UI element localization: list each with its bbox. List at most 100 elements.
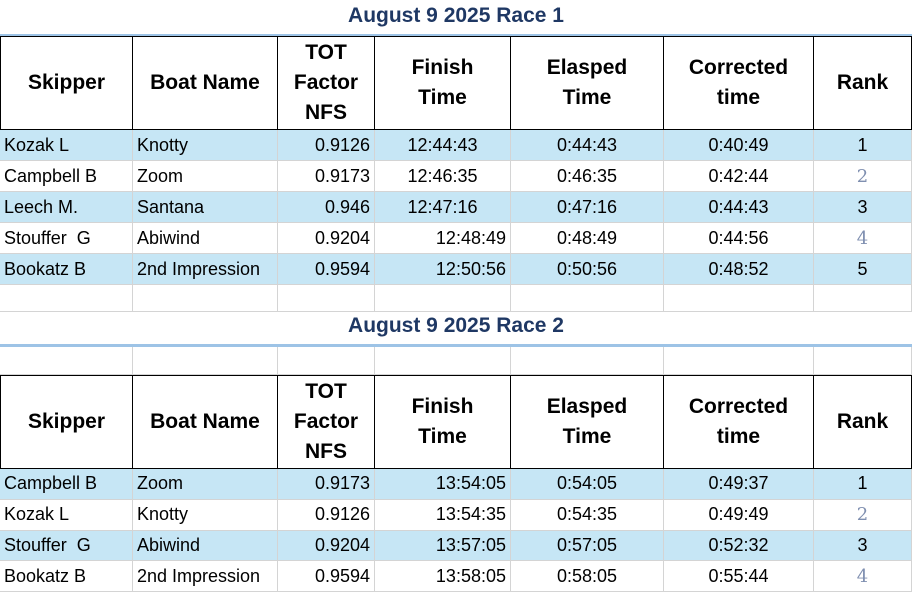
tot-factor: 0.9204 [278,223,375,254]
empty-cell [664,284,814,312]
elapsed-time: 0:46:35 [511,161,664,192]
header-line: Elasped [546,56,628,79]
rank: 1 [814,469,912,500]
empty-cell [0,284,133,312]
skipper: Bookatz B [0,254,133,285]
corrected-time: 0:49:37 [664,469,814,500]
finish-time: 13:57:05 [375,530,511,562]
tot-factor: 0.946 [278,192,375,223]
corrected-time: 0:52:32 [664,530,814,562]
finish-time: 12:50:56 [375,254,511,285]
finish-time: 13:54:05 [375,469,511,500]
corrected-time: 0:42:44 [664,161,814,192]
empty-cell [511,284,664,312]
corrected-time: 0:49:49 [664,499,814,531]
column-header: Elasped Time [511,375,664,469]
skipper: Kozak L [0,130,133,161]
elapsed-time: 0:47:16 [511,192,664,223]
column-header: Corrected time [664,36,814,130]
header-line: time [716,425,761,448]
column-header: Elasped Time [511,36,664,130]
finish-time: 13:58:05 [375,561,511,592]
boat-name: Abiwind [133,530,278,562]
header-line: Boat Name [150,71,260,94]
finish-time: 12:48:49 [375,223,511,254]
corrected-time: 0:55:44 [664,561,814,592]
boat-name: Knotty [133,499,278,531]
race-title: August 9 2025 Race 2 [348,314,564,337]
finish-time: 12:47:16 [375,192,511,223]
empty-cell [133,284,278,312]
boat-name: Knotty [133,130,278,161]
tot-factor: 0.9126 [278,130,375,161]
header-line: NFS [305,101,347,124]
race-title: August 9 2025 Race 1 [348,4,564,27]
header-line: Rank [836,71,889,94]
header-line: Factor [293,410,359,433]
corrected-time: 0:48:52 [664,254,814,285]
finish-time: 12:46:35 [375,161,511,192]
header-line: Time [418,86,467,109]
rank: 4 [814,223,912,254]
tot-factor: 0.9173 [278,161,375,192]
header-line: TOT [305,380,347,403]
title-underline [0,34,912,37]
tot-factor: 0.9204 [278,530,375,562]
column-header: Boat Name [133,36,278,130]
column-header: TOT Factor NFS [278,375,375,469]
column-header: Finish Time [375,375,511,469]
column-header: Skipper [0,375,133,469]
column-header: Boat Name [133,375,278,469]
empty-cell [278,347,375,375]
tot-factor: 0.9594 [278,561,375,592]
corrected-time: 0:44:56 [664,223,814,254]
empty-cell [133,347,278,375]
empty-cell [278,284,375,312]
skipper: Stouffer G [0,223,133,254]
tot-factor: 0.9173 [278,469,375,500]
rank: 5 [814,254,912,285]
empty-cell [375,284,511,312]
finish-time: 13:54:35 [375,499,511,531]
corrected-time: 0:44:43 [664,192,814,223]
column-header: Finish Time [375,36,511,130]
header-line: Boat Name [150,410,260,433]
elapsed-time: 0:54:05 [511,469,664,500]
finish-time: 12:44:43 [375,130,511,161]
header-line: Rank [836,410,889,433]
elapsed-time: 0:48:49 [511,223,664,254]
rank: 3 [814,530,912,562]
boat-name: Santana [133,192,278,223]
title-underline [0,344,912,347]
tot-factor: 0.9594 [278,254,375,285]
empty-cell [664,347,814,375]
elapsed-time: 0:57:05 [511,530,664,562]
header-line: Elasped [546,395,628,418]
skipper: Stouffer G [0,530,133,562]
empty-cell [375,347,511,375]
header-line: Time [418,425,467,448]
rank: 2 [814,161,912,192]
empty-cell [814,284,912,312]
empty-cell [511,347,664,375]
rank: 1 [814,130,912,161]
skipper: Campbell B [0,469,133,500]
header-line: Corrected [688,395,789,418]
rank: 3 [814,192,912,223]
header-line: Time [562,425,612,448]
empty-cell [814,347,912,375]
column-header: TOT Factor NFS [278,36,375,130]
column-header: Rank [814,36,912,130]
elapsed-time: 0:50:56 [511,254,664,285]
boat-name: Abiwind [133,223,278,254]
elapsed-time: 0:54:35 [511,499,664,531]
boat-name: Zoom [133,469,278,500]
skipper: Bookatz B [0,561,133,592]
header-line: Skipper [27,410,106,433]
header-line: Skipper [27,71,106,94]
header-line: Finish [411,395,474,418]
tot-factor: 0.9126 [278,499,375,531]
column-header: Corrected time [664,375,814,469]
skipper: Leech M. [0,192,133,223]
